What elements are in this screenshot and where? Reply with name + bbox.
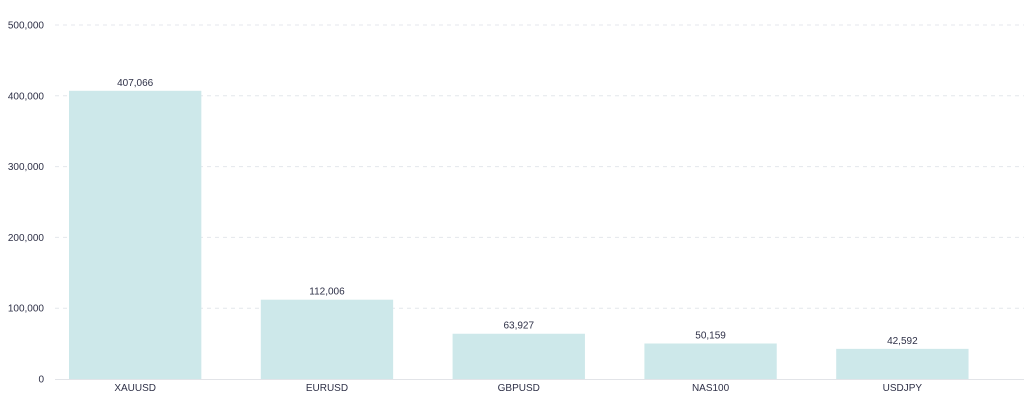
grid-layer	[55, 24, 1024, 309]
y-tick-label: 300,000	[8, 162, 45, 173]
bar	[644, 343, 777, 379]
x-category-label: XAUUSD	[114, 383, 156, 394]
data-label: 50,159	[695, 330, 726, 341]
bar	[836, 348, 969, 379]
x-category-label: NAS100	[692, 383, 730, 394]
bar	[260, 299, 394, 379]
bar-layer	[69, 90, 969, 379]
data-label: 112,006	[309, 287, 345, 298]
bar	[452, 333, 585, 379]
x-category-label: GBPUSD	[498, 383, 540, 394]
bar	[69, 90, 202, 379]
data-label: 407,066	[117, 78, 154, 89]
y-tick-label: 200,000	[8, 233, 45, 244]
y-tick-label: 100,000	[8, 304, 45, 315]
y-tick-label: 0	[38, 375, 44, 386]
y-tick-label: 400,000	[8, 91, 45, 102]
x-category-label: USDJPY	[883, 383, 923, 394]
data-label: 63,927	[503, 321, 534, 332]
y-tick-label: 500,000	[8, 21, 45, 32]
x-category-label: EURUSD	[306, 383, 348, 394]
data-label: 42,592	[887, 336, 918, 347]
label-layer: 0 100,000 200,000 300,000 400,000 500,000 407,…	[8, 21, 923, 395]
